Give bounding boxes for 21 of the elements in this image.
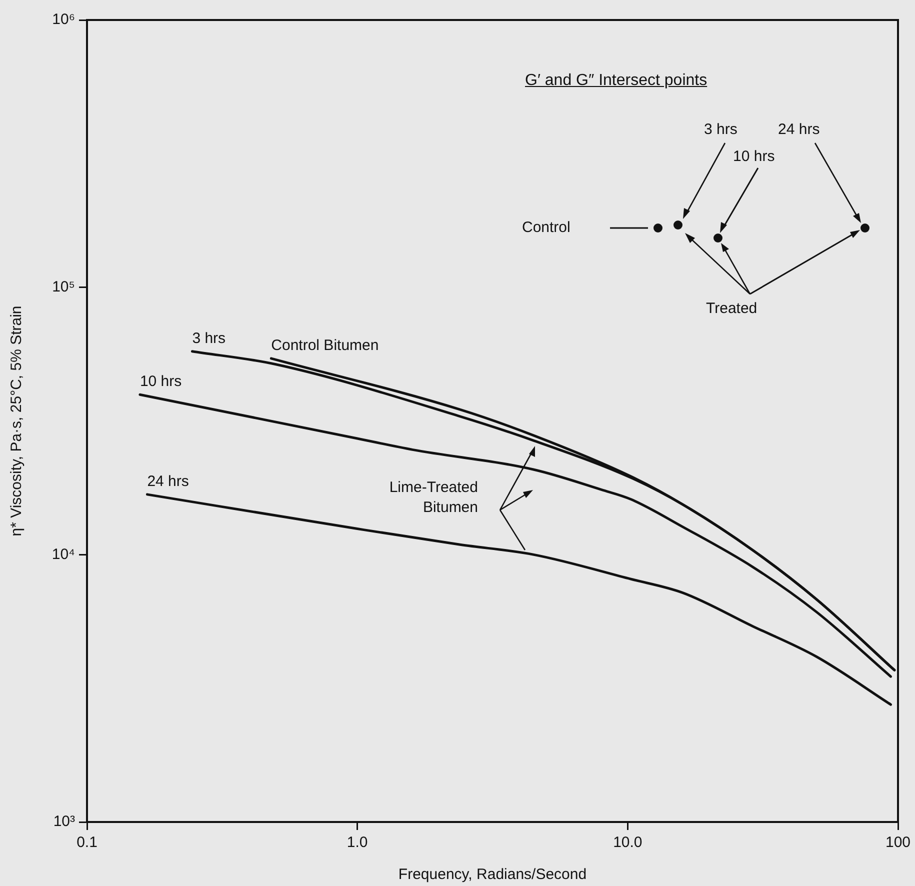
annotation: 10 hrs <box>733 148 775 165</box>
y-tick-label: 10⁴ <box>52 546 75 563</box>
y-tick-label: 10⁵ <box>52 278 75 296</box>
x-tick-label: 100 <box>885 834 911 852</box>
x-axis-title: Frequency, Radians/Second <box>398 866 587 884</box>
series-label: Control Bitumen <box>271 337 379 354</box>
annotation: 24 hrs <box>778 121 820 138</box>
annotation: Lime-Treated Bitumen <box>388 478 478 518</box>
y-tick-label: 10³ <box>53 813 75 830</box>
y-tick-label: 10⁶ <box>52 11 75 28</box>
annotation: Control <box>522 219 570 236</box>
series-label: 10 hrs <box>140 373 182 390</box>
x-tick-label: 1.0 <box>346 834 368 852</box>
annotation: 3 hrs <box>704 121 738 138</box>
series-label: 24 hrs <box>147 473 189 490</box>
x-tick-label: 10.0 <box>613 834 642 852</box>
annotation: G′ and G″ Intersect points <box>525 72 708 90</box>
y-axis-title: η* Viscosity, Pa·s, 25°C, 5% Strain <box>8 306 26 536</box>
annotation: Treated <box>706 300 758 317</box>
series-label: 3 hrs <box>192 330 226 348</box>
x-tick-label: 0.1 <box>76 834 98 852</box>
